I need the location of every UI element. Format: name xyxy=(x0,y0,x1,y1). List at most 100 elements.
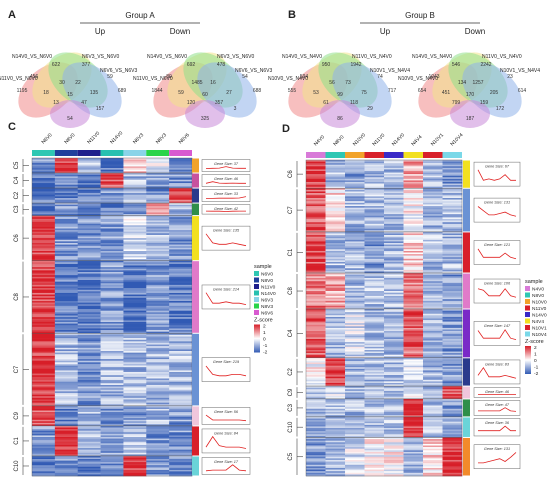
heatmap-cell xyxy=(169,271,193,274)
heatmap-cell xyxy=(169,184,193,187)
heatmap-cell xyxy=(123,310,147,313)
heatmap-cell xyxy=(364,407,385,410)
heatmap-cell xyxy=(423,227,443,229)
heatmap-cell xyxy=(325,261,346,264)
heatmap-cell xyxy=(100,471,124,474)
heatmap-cell xyxy=(54,355,79,358)
heatmap-cell xyxy=(423,442,443,445)
heatmap-cell xyxy=(100,183,124,186)
heatmap-cell xyxy=(423,461,443,464)
heatmap-cell xyxy=(384,343,404,346)
heatmap-cell xyxy=(325,289,346,292)
heatmap-cell xyxy=(146,242,170,245)
heatmap-cell xyxy=(32,321,56,324)
heatmap-cell xyxy=(169,204,193,207)
heatmap-cell xyxy=(169,299,193,302)
heatmap-cell xyxy=(123,294,147,297)
heatmap-cell xyxy=(325,400,346,403)
heatmap-cell xyxy=(364,342,385,344)
heatmap-cell xyxy=(423,231,443,234)
heatmap-cell xyxy=(423,289,443,292)
heatmap-cell xyxy=(403,174,424,177)
heatmap-cell xyxy=(364,410,385,413)
heatmap-cell xyxy=(100,281,124,284)
heatmap-cell xyxy=(77,318,101,321)
cluster-color-bar xyxy=(192,333,199,406)
heatmap-cell xyxy=(403,188,424,191)
heatmap-cell xyxy=(169,474,193,477)
heatmap-cell xyxy=(169,166,193,169)
heatmap-cell xyxy=(123,181,147,184)
heatmap-cell xyxy=(32,336,56,339)
heatmap-cell xyxy=(54,263,79,266)
heatmap-cell xyxy=(54,357,79,360)
heatmap-cell xyxy=(54,334,79,337)
heatmap-cell xyxy=(423,225,443,228)
heatmap-cell xyxy=(384,261,404,264)
heatmap-cell xyxy=(306,265,326,268)
heatmap-cell xyxy=(325,284,346,287)
heatmap-cell xyxy=(442,373,463,376)
heatmap-cell xyxy=(423,302,443,305)
heatmap-cell xyxy=(384,431,404,434)
heatmap-cell xyxy=(403,331,424,333)
heatmap-cell xyxy=(345,384,365,387)
heatmap-cell xyxy=(364,207,385,210)
heatmap-cell xyxy=(77,265,101,268)
heatmap-cell xyxy=(123,399,147,402)
heatmap-cell xyxy=(345,413,365,416)
heatmap-cell xyxy=(77,284,101,287)
heatmap-cell xyxy=(384,348,404,351)
heatmap-cell xyxy=(403,442,424,445)
heatmap-cell xyxy=(423,466,443,469)
heatmap-cell xyxy=(169,424,193,427)
gene-size-label: Gene Size: 36 xyxy=(485,421,510,425)
heatmap-cell xyxy=(345,313,365,316)
heatmap-cell xyxy=(32,463,56,466)
heatmap-cell xyxy=(54,392,79,395)
heatmap-cell xyxy=(32,171,56,174)
heatmap-cell xyxy=(423,395,443,398)
heatmap-cell xyxy=(403,160,424,162)
heatmap-cell xyxy=(384,265,404,268)
heatmap-cell xyxy=(169,317,193,320)
heatmap-cell xyxy=(146,457,170,460)
heatmap-cell xyxy=(325,315,346,318)
heatmap-cell xyxy=(123,203,147,205)
heatmap-cell xyxy=(345,360,365,363)
heatmap-cell xyxy=(169,176,193,179)
heatmap-cell xyxy=(384,356,404,359)
heatmap-cell xyxy=(306,305,326,308)
heatmap-cell xyxy=(423,282,443,285)
heatmap-cell xyxy=(364,305,385,308)
heatmap-cell xyxy=(100,247,124,250)
heatmap-cell xyxy=(442,370,463,373)
heatmap-cell xyxy=(442,263,463,266)
heatmap-cell xyxy=(54,469,79,472)
heatmap-cell xyxy=(306,450,326,453)
heatmap-cell xyxy=(123,283,147,286)
heatmap-cell xyxy=(384,323,404,326)
heatmap-cluster-C2 xyxy=(31,187,193,204)
heatmap-cell xyxy=(306,331,326,333)
venn-count: 134 xyxy=(458,80,467,86)
heatmap-cell xyxy=(306,276,326,279)
heatmap-cell xyxy=(306,365,326,368)
heatmap-cell xyxy=(169,346,193,349)
heatmap-cell xyxy=(325,172,346,175)
heatmap-cell xyxy=(306,178,326,181)
heatmap-cell xyxy=(306,295,326,298)
heatmap-cell xyxy=(325,360,346,363)
heatmap-cell xyxy=(146,405,170,408)
heatmap-cell xyxy=(100,330,124,332)
heatmap-cell xyxy=(345,331,365,333)
heatmap-cluster-C8 xyxy=(305,272,463,310)
heatmap-cell xyxy=(169,280,193,282)
heatmap-cell xyxy=(306,312,326,315)
heatmap-cell xyxy=(325,434,346,437)
heatmap-cell xyxy=(306,304,326,307)
heatmap-cell xyxy=(403,437,424,440)
heatmap-cell xyxy=(345,443,365,446)
heatmap-cell xyxy=(32,436,56,439)
expression-trend-line xyxy=(205,414,247,422)
